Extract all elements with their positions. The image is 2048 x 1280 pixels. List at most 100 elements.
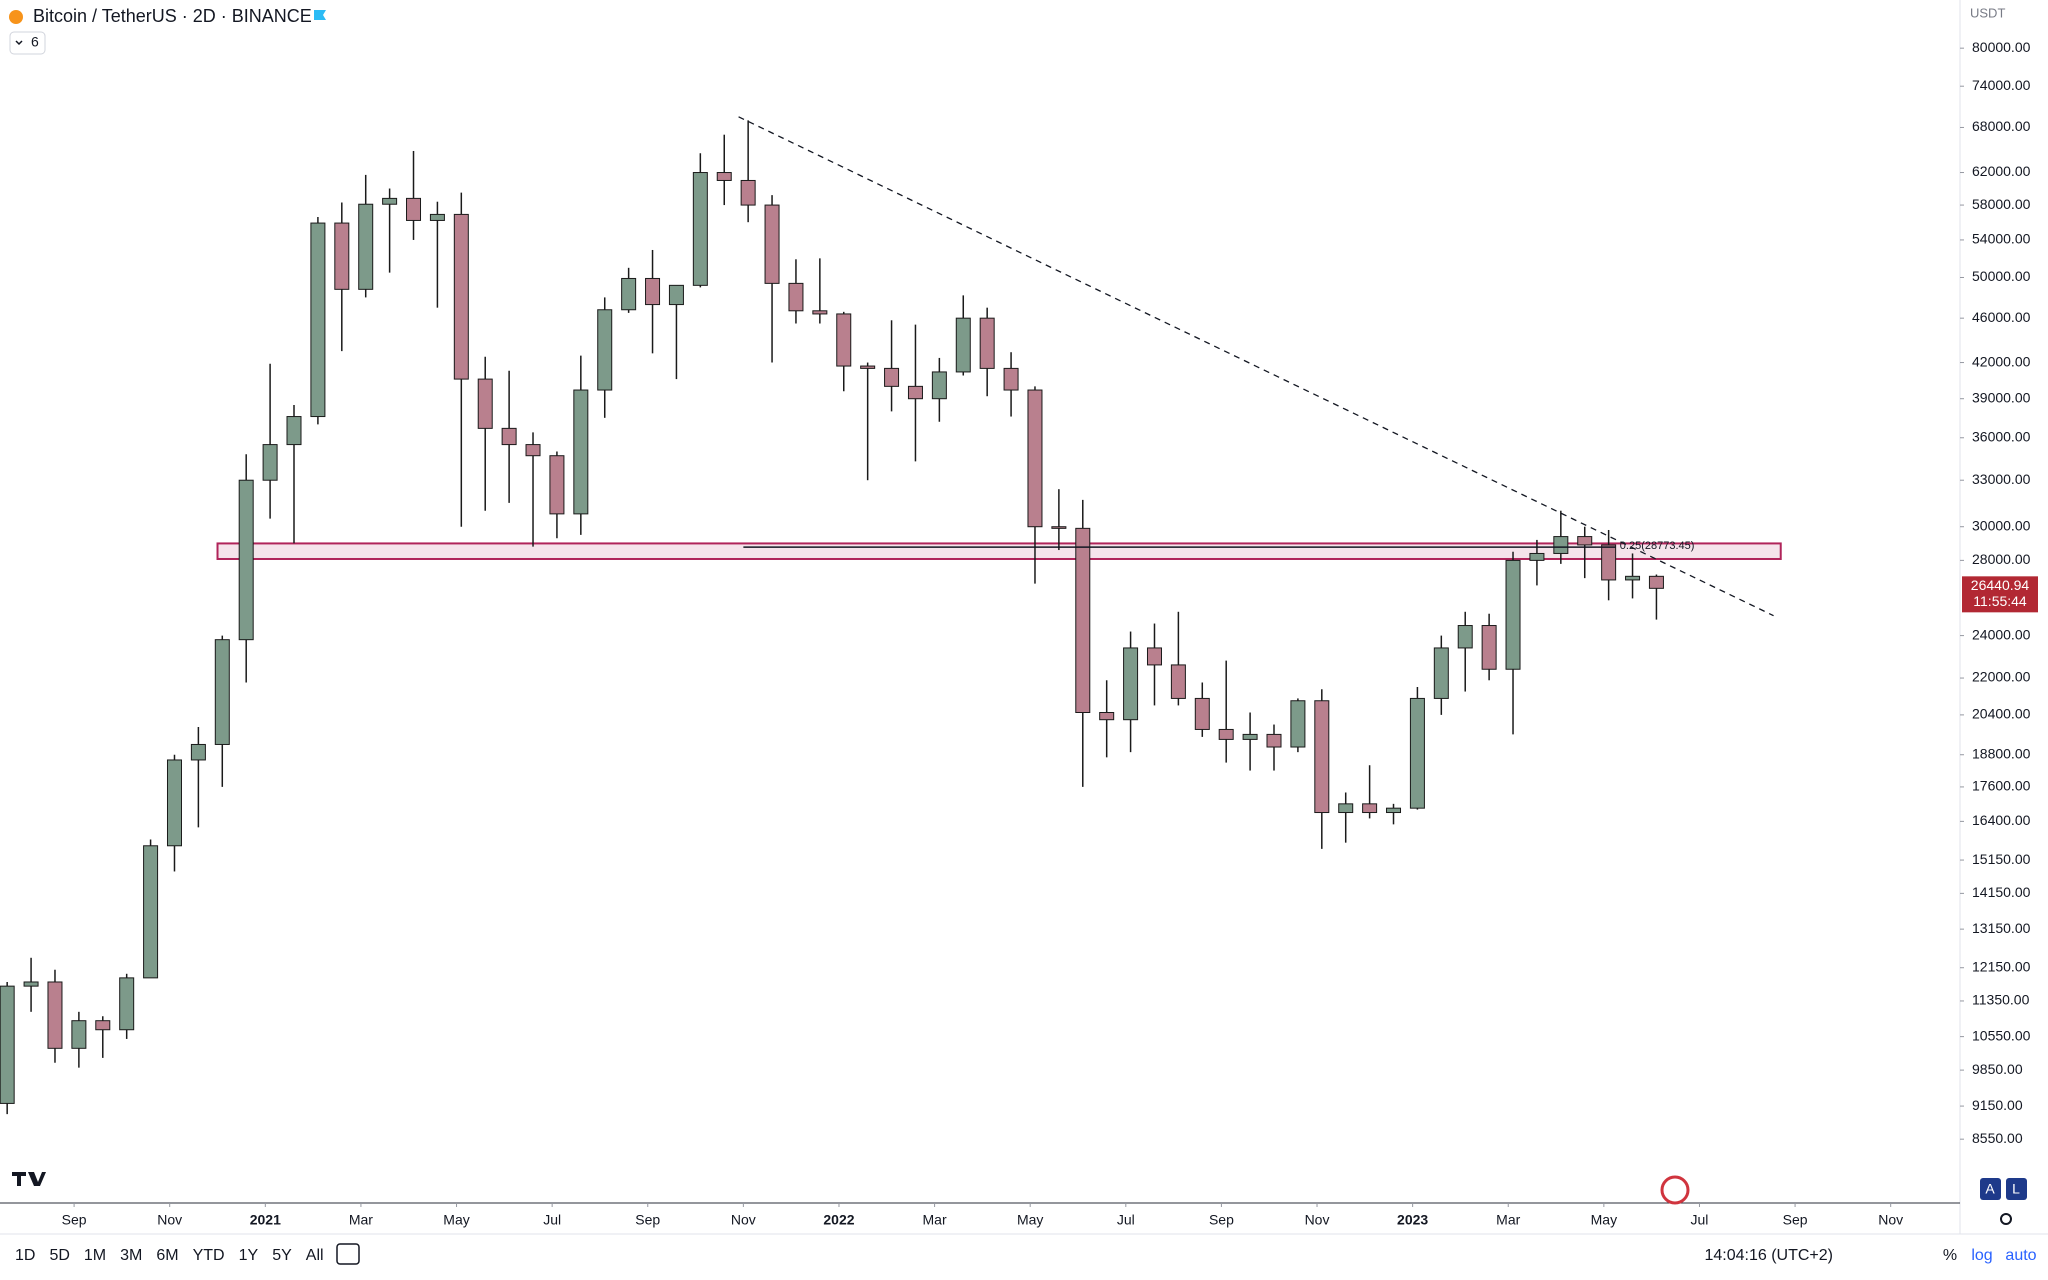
indicator-toggle[interactable]	[9, 31, 46, 55]
candle-body	[262, 444, 278, 481]
range-button[interactable]: 1M	[84, 1247, 106, 1264]
l-button[interactable]	[2006, 1178, 2027, 1200]
y-tick-label: 22000.00	[1972, 669, 2031, 685]
candle-body	[501, 427, 517, 446]
x-tick-label: May	[1591, 1212, 1617, 1228]
candle-body	[119, 977, 135, 1031]
x-tick-label: Jul	[543, 1212, 561, 1228]
x-tick-label: Nov	[157, 1212, 182, 1228]
candle-body	[0, 985, 15, 1104]
y-tick-label: 62000.00	[1972, 163, 2031, 179]
y-tick-label: 28000.00	[1972, 551, 2031, 567]
range-button[interactable]: 1Y	[239, 1247, 259, 1264]
candle-body	[238, 479, 254, 641]
x-tick-label: Mar	[1496, 1212, 1520, 1228]
date-range-icon[interactable]	[336, 1243, 360, 1265]
y-tick-label: 33000.00	[1972, 471, 2031, 487]
y-tick-label: 74000.00	[1972, 77, 2031, 93]
candle-body	[1386, 807, 1402, 814]
candle-body	[692, 172, 708, 286]
y-tick-label: 54000.00	[1972, 231, 2031, 247]
y-tick-label: 11350.00	[1972, 992, 2030, 1008]
candle-body	[1314, 700, 1330, 814]
l-label: L	[2012, 1181, 2020, 1197]
candle-body	[429, 213, 445, 221]
last-price-label: 26440.94	[1971, 577, 2030, 593]
x-tick-label: Sep	[1783, 1212, 1808, 1228]
candle-body	[23, 981, 39, 987]
y-tick-label: 8550.00	[1972, 1130, 2023, 1146]
range-button[interactable]: 3M	[120, 1247, 142, 1264]
candle-body	[1266, 733, 1282, 748]
candle-body	[907, 385, 923, 400]
x-tick-label: Jul	[1117, 1212, 1135, 1228]
candle-body	[286, 416, 302, 446]
candle-body	[1099, 712, 1115, 721]
y-tick-label: 14150.00	[1972, 884, 2031, 900]
candle-body	[214, 639, 230, 745]
candle-body	[1577, 536, 1593, 546]
candle-body	[1553, 536, 1569, 554]
range-button[interactable]: All	[306, 1247, 324, 1264]
candle-body	[621, 277, 637, 311]
x-tick-label: 2022	[823, 1212, 854, 1228]
candle-body	[1433, 647, 1449, 699]
candle-body	[453, 213, 469, 380]
y-tick-label: 16400.00	[1972, 812, 2031, 828]
chevron	[15, 40, 23, 46]
x-tick-label: Sep	[1209, 1212, 1234, 1228]
x-tick-label: Nov	[1305, 1212, 1330, 1228]
currency[interactable]: USDT	[1970, 5, 2005, 20]
candle-body	[95, 1020, 111, 1031]
range-button[interactable]: 6M	[156, 1247, 178, 1264]
candle-body	[597, 309, 613, 391]
y-tick-label: 80000.00	[1972, 39, 2031, 55]
candle-body	[884, 367, 900, 387]
settings-icon[interactable]	[2000, 1213, 2012, 1225]
range-button[interactable]: 5D	[49, 1247, 69, 1264]
candle-body	[1338, 803, 1354, 814]
candle-body	[836, 313, 852, 367]
candle-body	[788, 282, 804, 312]
tv-logo	[12, 1172, 46, 1186]
candle-body	[310, 222, 326, 418]
x-tick-label: May	[1017, 1212, 1043, 1228]
y-tick-label: 39000.00	[1972, 389, 2031, 405]
y-tick-label: 17600.00	[1972, 778, 2031, 794]
percent-toggle[interactable]: %	[1943, 1247, 1957, 1264]
y-tick-label: 58000.00	[1972, 196, 2031, 212]
range-button[interactable]: YTD	[193, 1247, 225, 1264]
candle-body	[979, 317, 995, 369]
candle-body	[1170, 664, 1186, 699]
candle-body	[1625, 575, 1641, 581]
range-button[interactable]: 1D	[15, 1247, 35, 1264]
a-label: A	[1985, 1181, 1995, 1197]
x-tick-label: Nov	[731, 1212, 756, 1228]
log-toggle[interactable]: log	[1971, 1247, 1992, 1264]
a-button[interactable]	[1980, 1178, 2001, 1200]
candle-body	[668, 284, 684, 306]
symbol-icon	[9, 10, 23, 24]
candle-body	[334, 222, 350, 290]
candle-body	[1123, 647, 1139, 721]
x-tick-label: 2023	[1397, 1212, 1428, 1228]
toolbar-bg	[0, 1234, 2048, 1280]
candle-body	[1242, 733, 1258, 740]
events-icon[interactable]	[1660, 1175, 1690, 1205]
y-tick-label: 9850.00	[1972, 1061, 2023, 1077]
y-tick-label: 36000.00	[1972, 428, 2031, 444]
candle-body	[1146, 647, 1162, 666]
y-tick-label: 24000.00	[1972, 626, 2031, 642]
range-button[interactable]: 5Y	[272, 1247, 292, 1264]
candle-body	[955, 317, 971, 373]
zone	[216, 542, 1782, 560]
flag-icon	[314, 10, 326, 20]
candle-body	[143, 845, 159, 979]
auto-toggle[interactable]: auto	[2005, 1247, 2036, 1264]
candle-body	[1601, 544, 1617, 581]
y-tick-label: 13150.00	[1972, 920, 2031, 936]
y-tick-label: 50000.00	[1972, 268, 2031, 284]
candle-body	[190, 743, 206, 761]
